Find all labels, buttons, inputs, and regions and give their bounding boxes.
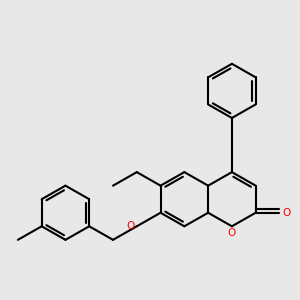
Text: O: O (126, 221, 134, 231)
Text: O: O (228, 228, 236, 238)
Text: O: O (282, 208, 290, 218)
